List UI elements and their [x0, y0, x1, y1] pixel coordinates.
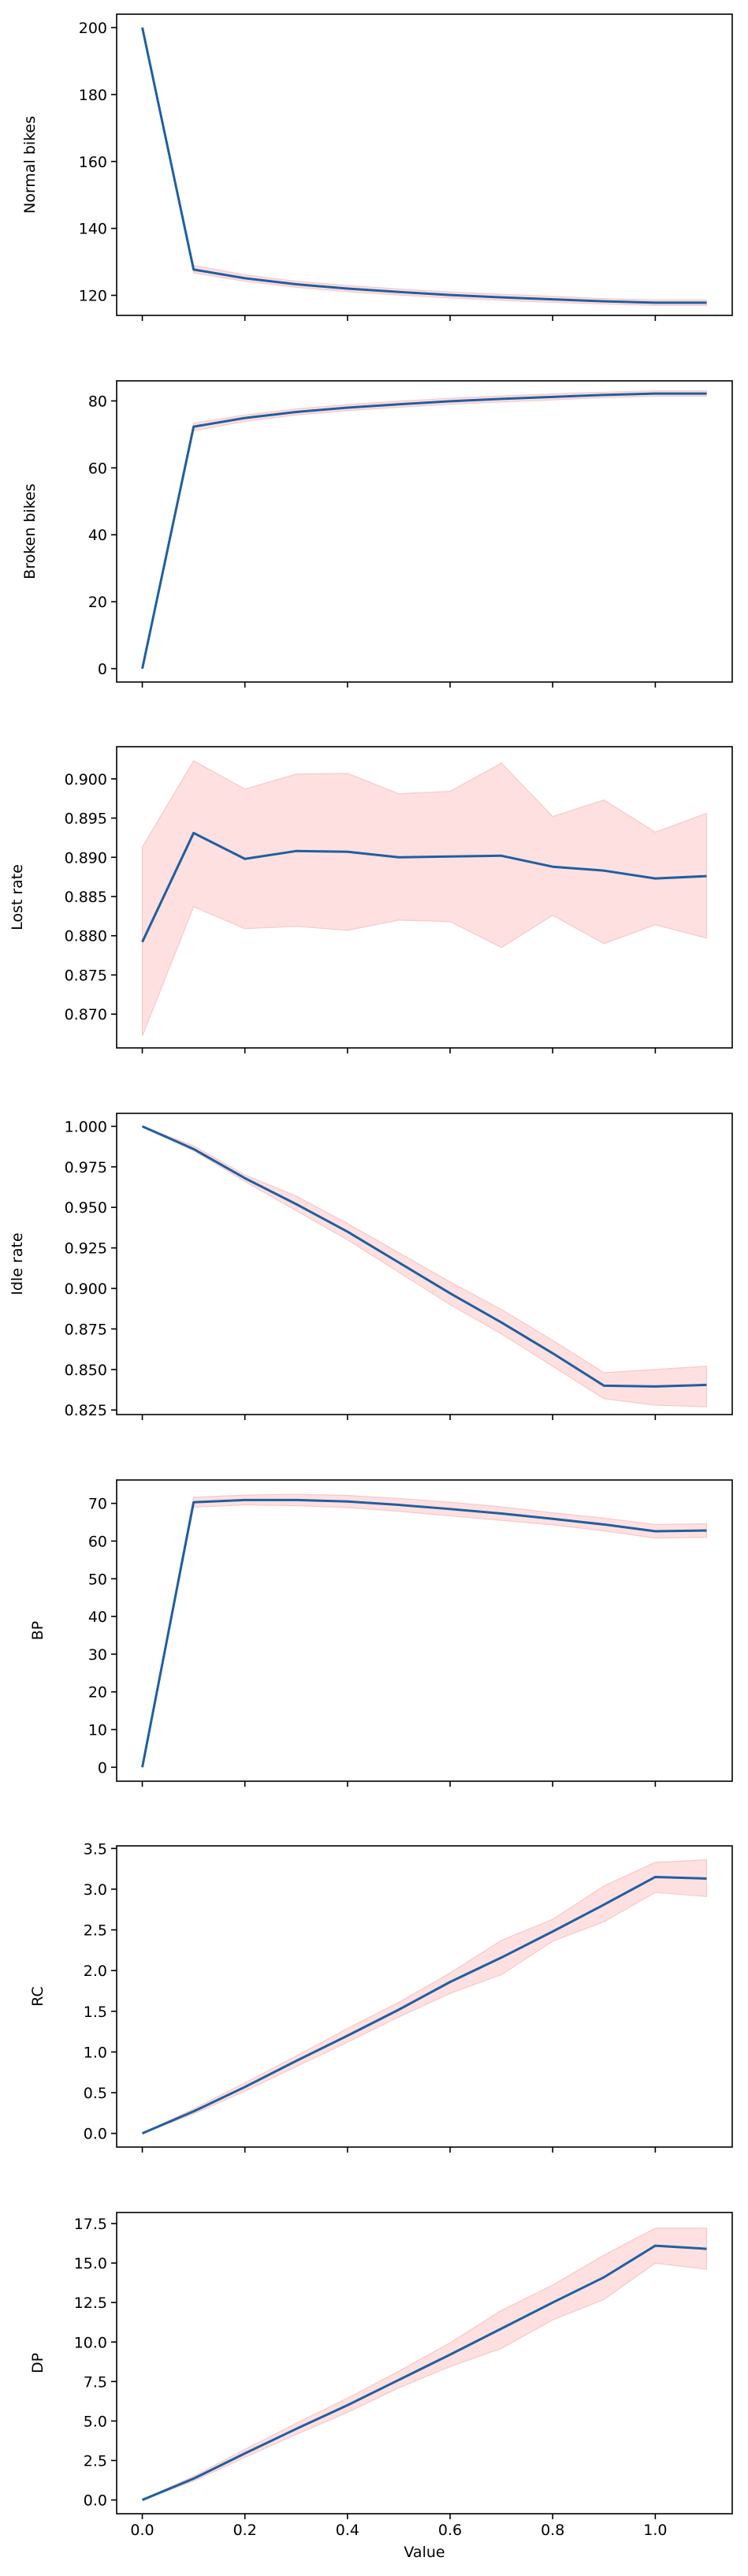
mean-line	[141, 1875, 707, 2135]
y-tick-label: 20	[88, 1684, 107, 1702]
x-tick-label: 0.4	[336, 2522, 359, 2539]
y-tick-label: 0.0	[84, 2492, 107, 2510]
panel-normal-bikes: 120 140 160 180 200 Normal bikes	[21, 13, 733, 321]
y-tick-label: 0.890	[65, 849, 107, 867]
mean-line	[141, 1498, 707, 1768]
y-tick-label: 50	[88, 1571, 107, 1588]
y-tick-label: 1.0	[84, 2044, 107, 2061]
mean-line	[141, 1125, 707, 1388]
y-tick-label: 40	[88, 1609, 107, 1626]
y-tick-label: 0.900	[65, 771, 107, 788]
confidence-band	[141, 390, 708, 669]
y-tick-label: 2.5	[84, 1922, 107, 1940]
panel-dp: 0.0 0.2 0.4 0.6 0.8 1.0 0.0 2.5 5.0 7.5 10.0 12.5 15…	[29, 2212, 733, 2539]
x-axis-label: Value	[404, 2544, 445, 2561]
y-tick-label: 0.870	[65, 1006, 107, 1023]
y-tick-label: 0.975	[65, 1159, 107, 1176]
y-tick-label: 3.0	[84, 1881, 107, 1899]
confidence-band	[141, 27, 708, 306]
y-tick-label: 60	[88, 1533, 107, 1550]
y-tick-label: 0	[98, 1759, 107, 1776]
y-tick-label: 1.5	[84, 2004, 107, 2021]
y-tick-label: 0.850	[65, 1362, 107, 1379]
axes-frame	[116, 2212, 733, 2514]
axes-frame	[116, 746, 733, 1049]
y-tick-label: 10.0	[74, 2334, 107, 2351]
y-tick-label: 0.880	[65, 928, 107, 945]
y-tick-label: 10	[88, 1722, 107, 1739]
x-tick-label: 0.6	[438, 2522, 462, 2539]
y-axis-label: Normal bikes	[21, 116, 39, 214]
y-tick-label: 0.825	[65, 1402, 107, 1419]
x-tick-label: 0.2	[233, 2522, 257, 2539]
y-tick-label: 0.5	[84, 2085, 107, 2102]
y-tick-label: 0	[98, 661, 107, 678]
axes-frame	[116, 1479, 733, 1782]
y-axis-label: BP	[29, 1621, 47, 1641]
y-tick-label: 17.5	[74, 2216, 107, 2233]
y-axis-label: DP	[29, 2353, 47, 2373]
mean-line	[141, 392, 707, 669]
mean-line	[141, 831, 707, 943]
y-tick-label: 15.0	[74, 2255, 107, 2272]
y-axis-label: RC	[29, 1986, 47, 2007]
axes-frame	[116, 13, 733, 316]
x-tick-label: 1.0	[643, 2522, 667, 2539]
y-tick-label: 0.885	[65, 889, 107, 906]
y-tick-label: 180	[79, 87, 107, 104]
panel-broken-bikes: 0 20 40 60 80 Broken bikes	[21, 380, 733, 688]
x-tick-label: 0.8	[541, 2522, 564, 2539]
y-tick-label: 70	[88, 1496, 107, 1513]
y-tick-label: 200	[79, 20, 107, 37]
confidence-band	[141, 1493, 708, 1768]
panel-bp: 0 10 20 30 40 50 60 70 BP	[29, 1479, 733, 1787]
y-tick-label: 0.900	[65, 1281, 107, 1298]
y-tick-label: 1.000	[65, 1118, 107, 1135]
y-tick-label: 80	[88, 393, 107, 410]
panel-rc: 0.0 0.5 1.0 1.5 2.0 2.5 3.0 3.5 RC	[29, 1840, 733, 2153]
y-tick-label: 120	[79, 288, 107, 305]
y-tick-label: 12.5	[74, 2295, 107, 2312]
y-tick-label: 160	[79, 154, 107, 171]
axes-frame	[116, 380, 733, 683]
y-tick-label: 5.0	[84, 2413, 107, 2430]
confidence-band	[141, 760, 708, 1037]
y-tick-label: 30	[88, 1646, 107, 1664]
y-axis-label: Broken bikes	[21, 483, 39, 579]
y-tick-label: 7.5	[84, 2373, 107, 2391]
mean-line	[141, 2244, 707, 2501]
y-axis-label: Lost rate	[9, 864, 26, 930]
panel-idle-rate: 0.825 0.850 0.875 0.900 0.925 0.950 0.975 1.000…	[9, 1113, 733, 1420]
x-tick-label: 0.0	[130, 2522, 154, 2539]
y-axis-label: Idle rate	[9, 1232, 26, 1295]
y-tick-label: 20	[88, 594, 107, 611]
y-tick-label: 0.895	[65, 811, 107, 828]
y-tick-label: 0.875	[65, 967, 107, 984]
y-tick-label: 2.0	[84, 1963, 107, 1980]
mean-line	[141, 27, 707, 304]
y-tick-label: 0.0	[84, 2126, 107, 2143]
axes-frame	[116, 1113, 733, 1415]
y-tick-label: 40	[88, 527, 107, 544]
confidence-band	[142, 2227, 708, 2501]
y-tick-label: 0.875	[65, 1321, 107, 1338]
y-tick-label: 2.5	[84, 2452, 107, 2470]
y-tick-label: 3.5	[84, 1840, 107, 1858]
panel-lost-rate: 0.870 0.875 0.880 0.885 0.890 0.895 0.900 Lost …	[9, 746, 733, 1053]
y-tick-label: 0.950	[65, 1199, 107, 1217]
y-tick-label: 60	[88, 460, 107, 477]
y-tick-label: 0.925	[65, 1240, 107, 1258]
y-tick-label: 140	[79, 221, 107, 238]
axes-frame	[116, 1845, 733, 2148]
